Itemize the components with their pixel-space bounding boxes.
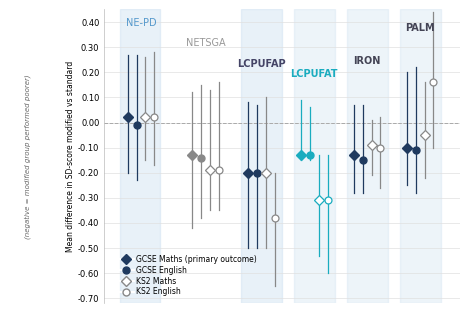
Text: NETSGA: NETSGA xyxy=(186,39,226,48)
Text: NE-PD: NE-PD xyxy=(126,18,156,28)
Bar xyxy=(346,9,388,303)
Text: LCPUFAT: LCPUFAT xyxy=(291,69,338,79)
Text: (negative = modified group performed poorer): (negative = modified group performed poo… xyxy=(25,74,31,239)
Bar xyxy=(294,9,335,303)
Y-axis label: Mean difference in SD-score modified vs standard: Mean difference in SD-score modified vs … xyxy=(66,61,75,252)
Legend: GCSE Maths (primary outcome), GCSE English, KS2 Maths, KS2 English: GCSE Maths (primary outcome), GCSE Engli… xyxy=(115,252,260,300)
Bar xyxy=(241,9,282,303)
Text: IRON: IRON xyxy=(354,56,381,66)
Text: PALM: PALM xyxy=(405,23,435,33)
Bar xyxy=(120,9,160,303)
Text: LCPUFAP: LCPUFAP xyxy=(237,58,286,69)
Bar xyxy=(400,9,441,303)
